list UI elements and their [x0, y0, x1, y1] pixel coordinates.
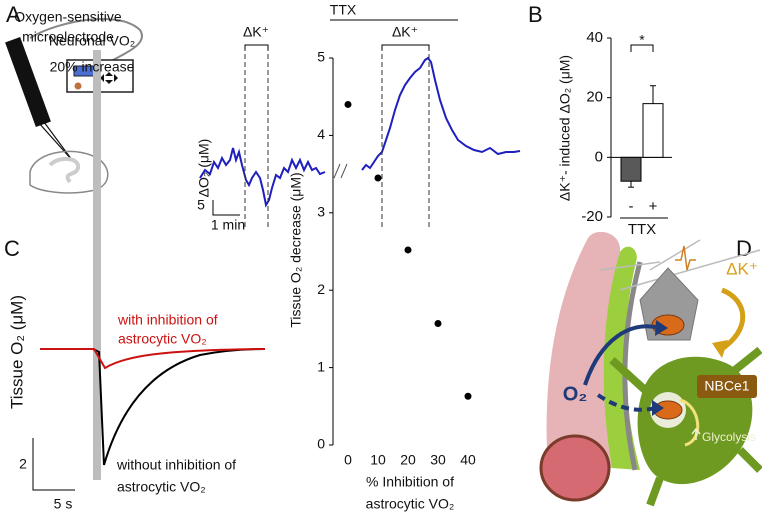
x-tick-label: 0 — [344, 452, 352, 468]
bar — [620, 156, 642, 182]
trace-without-inhibition — [40, 348, 266, 466]
y-tick-label: 3 — [317, 204, 325, 220]
scale-bar — [212, 200, 240, 216]
stimulus-label: ΔK⁺ — [392, 24, 418, 40]
panel-label: D — [736, 236, 752, 261]
point — [464, 392, 472, 400]
y-tick-label: 0 — [317, 436, 325, 452]
panel-label: A — [6, 2, 21, 27]
y-tick-label: 0 — [595, 148, 603, 165]
point — [374, 174, 382, 182]
y-tick-label: 40 — [586, 29, 603, 46]
x-tick-label: 40 — [460, 452, 476, 468]
scale-bar — [32, 438, 75, 491]
y-tick-label: 1 — [317, 358, 325, 374]
stimulus-label: 20% increase — [50, 59, 135, 75]
stimulus-label: ΔK⁺ — [243, 24, 269, 40]
y-axis-label: ΔK⁺- induced ΔO₂ (μM) — [557, 55, 573, 201]
scale-label: 5 — [197, 197, 205, 213]
oxygen-label: O₂ — [563, 383, 587, 405]
group-label: TTX — [628, 221, 656, 238]
bar — [642, 103, 664, 158]
point — [344, 100, 352, 108]
stimulus-label: Neuronal VO₂ — [49, 33, 135, 49]
y-tick-label: -20 — [581, 208, 603, 225]
x-tick-label: 20 — [400, 452, 416, 468]
process-label: Glycolysis — [702, 430, 756, 444]
y-tick-label: 4 — [317, 126, 325, 142]
x-tick-label: 30 — [430, 452, 446, 468]
panel-label: C — [4, 236, 20, 261]
y-axis-label: Tissue O₂ decrease (μM) — [288, 172, 304, 327]
o2-trace — [199, 56, 521, 208]
trace-label: astrocytic VO₂ — [117, 479, 206, 495]
stimulus-band — [93, 50, 101, 480]
trace-label: astrocytic VO₂ — [118, 331, 207, 347]
cell-illustration — [539, 231, 762, 507]
y-axis-label: ΔO₂ (μM) — [196, 139, 212, 198]
x-axis-label: astrocytic VO₂ — [366, 496, 455, 512]
scale-label: 1 min — [211, 217, 245, 233]
point — [434, 319, 442, 327]
y-tick-label: 20 — [586, 89, 603, 106]
scale-label: 5 s — [54, 496, 73, 512]
x-tick-label: 10 — [370, 452, 386, 468]
electrode-label: Oxygen-sensitive — [14, 9, 122, 25]
ttx-label: TTX — [330, 2, 357, 18]
y-tick-label: 2 — [317, 281, 325, 297]
electrode-label: microelectrode — [22, 29, 114, 45]
x-tick-label: + — [649, 198, 658, 215]
panel-label: B — [528, 2, 543, 27]
x-tick-label: - — [629, 198, 634, 215]
trace-with-inhibition — [40, 348, 266, 370]
y-tick-label: 5 — [317, 49, 325, 65]
x-axis-label: % Inhibition of — [366, 474, 454, 490]
stimulus-bracket — [244, 44, 430, 50]
transporter-label: NBCe1 — [704, 378, 749, 394]
significance-bracket — [630, 44, 654, 52]
ion-label: ΔK⁺ — [726, 259, 758, 278]
y-axis-label: Tissue O₂ (μM) — [7, 295, 26, 409]
scale-label: 2 — [19, 456, 27, 472]
trace-label: with inhibition of — [117, 312, 218, 328]
trace-label: without inhibition of — [116, 457, 236, 473]
significance-label: * — [639, 32, 645, 48]
point — [404, 246, 412, 254]
